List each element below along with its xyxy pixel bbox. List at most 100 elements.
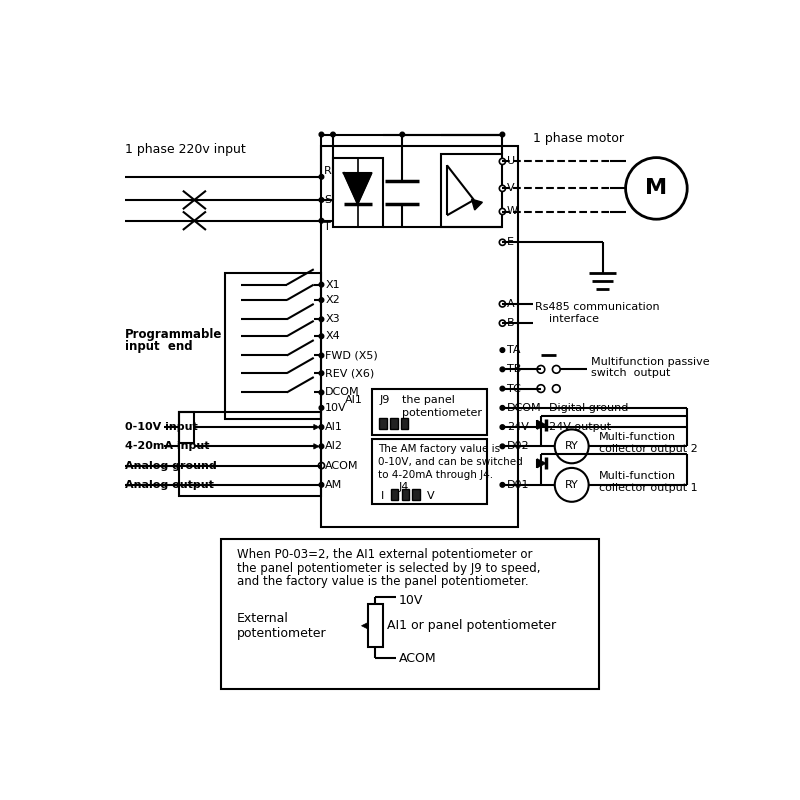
Circle shape: [554, 430, 589, 463]
Text: V: V: [507, 183, 514, 194]
Circle shape: [499, 239, 506, 246]
Bar: [222, 538, 598, 689]
Circle shape: [319, 406, 324, 410]
Circle shape: [319, 174, 324, 179]
Text: FWD (X5): FWD (X5): [326, 350, 378, 361]
Text: I: I: [381, 491, 384, 502]
Text: TA: TA: [507, 345, 521, 355]
Polygon shape: [362, 622, 368, 629]
Text: AI2: AI2: [326, 442, 343, 451]
Text: Digital ground: Digital ground: [549, 403, 628, 413]
Bar: [390, 490, 398, 500]
Text: switch  output: switch output: [591, 368, 670, 378]
Text: DCOM: DCOM: [326, 387, 360, 398]
Text: 1 phase 220v input: 1 phase 220v input: [125, 143, 246, 157]
Text: collector output 1: collector output 1: [598, 483, 698, 493]
Circle shape: [319, 334, 324, 338]
Text: input  end: input end: [125, 340, 193, 353]
Text: W: W: [507, 206, 518, 217]
Bar: [402, 490, 410, 500]
Bar: [390, 418, 398, 429]
Text: Multifunction passive: Multifunction passive: [591, 357, 710, 366]
Text: the panel potentiometer is selected by J9 to speed,: the panel potentiometer is selected by J…: [237, 562, 540, 574]
Circle shape: [554, 468, 589, 502]
Bar: [333, 158, 383, 227]
Circle shape: [319, 482, 324, 487]
Circle shape: [319, 282, 324, 287]
Circle shape: [319, 132, 324, 137]
Bar: [179, 412, 322, 496]
Text: R: R: [324, 166, 331, 176]
Circle shape: [319, 390, 324, 394]
Circle shape: [500, 444, 505, 449]
Text: 4-20mA input: 4-20mA input: [125, 442, 210, 451]
Text: 10V: 10V: [398, 594, 423, 607]
Text: Multi-function: Multi-function: [598, 432, 676, 442]
Circle shape: [319, 444, 324, 449]
Text: X4: X4: [326, 331, 340, 342]
Circle shape: [553, 385, 560, 393]
Text: ACOM: ACOM: [326, 461, 358, 470]
Text: X3: X3: [326, 314, 340, 324]
Text: V: V: [427, 491, 434, 502]
Circle shape: [319, 425, 324, 430]
Circle shape: [319, 371, 324, 375]
Circle shape: [500, 132, 505, 137]
Circle shape: [500, 482, 505, 487]
Bar: [322, 146, 518, 527]
Text: RY: RY: [565, 480, 578, 490]
Text: U: U: [507, 157, 515, 166]
Bar: [179, 412, 194, 442]
Text: D02: D02: [507, 442, 530, 451]
Text: J9: J9: [379, 395, 390, 405]
Text: and the factory value is the panel potentiometer.: and the factory value is the panel poten…: [237, 575, 528, 588]
Text: TB: TB: [507, 364, 522, 374]
Text: Programmable: Programmable: [125, 328, 222, 341]
Text: 24V: 24V: [507, 422, 529, 432]
Circle shape: [537, 385, 545, 393]
Text: AI1: AI1: [326, 422, 343, 432]
Text: The AM factory value is: The AM factory value is: [378, 444, 500, 454]
Bar: [401, 418, 409, 429]
Text: TC: TC: [507, 383, 521, 394]
Circle shape: [500, 386, 505, 391]
Circle shape: [626, 158, 687, 219]
Text: When P0-03=2, the AI1 external potentiometer or: When P0-03=2, the AI1 external potentiom…: [237, 548, 532, 561]
Text: Analog output: Analog output: [125, 480, 214, 490]
Text: potentiometer: potentiometer: [237, 627, 326, 640]
Text: 24V output: 24V output: [549, 422, 610, 432]
Text: 10V: 10V: [326, 403, 347, 413]
Polygon shape: [537, 420, 546, 430]
Circle shape: [319, 298, 324, 302]
Circle shape: [499, 158, 506, 165]
Text: ACOM: ACOM: [398, 651, 436, 665]
Text: DCOM: DCOM: [507, 403, 542, 413]
Polygon shape: [472, 199, 482, 210]
Circle shape: [537, 366, 545, 373]
Circle shape: [499, 320, 506, 326]
Text: B: B: [507, 318, 514, 328]
Bar: [226, 273, 322, 419]
Circle shape: [330, 132, 335, 137]
Circle shape: [319, 353, 324, 358]
Polygon shape: [537, 458, 546, 468]
Text: Multi-function: Multi-function: [598, 470, 676, 481]
Circle shape: [500, 348, 505, 353]
Bar: [412, 490, 420, 500]
Text: AI1 or panel potentiometer: AI1 or panel potentiometer: [387, 619, 556, 632]
Polygon shape: [344, 173, 371, 204]
Bar: [379, 418, 387, 429]
Text: collector output 2: collector output 2: [598, 445, 698, 454]
Text: X2: X2: [326, 295, 340, 305]
Circle shape: [499, 209, 506, 214]
Text: D01: D01: [507, 480, 530, 490]
Circle shape: [500, 367, 505, 372]
Circle shape: [319, 317, 324, 322]
Polygon shape: [314, 444, 319, 449]
Text: RY: RY: [565, 442, 578, 451]
Circle shape: [553, 366, 560, 373]
Text: to 4-20mA through J4.: to 4-20mA through J4.: [378, 470, 493, 480]
Text: A: A: [507, 299, 514, 309]
Circle shape: [400, 132, 405, 137]
Text: T: T: [324, 222, 330, 232]
